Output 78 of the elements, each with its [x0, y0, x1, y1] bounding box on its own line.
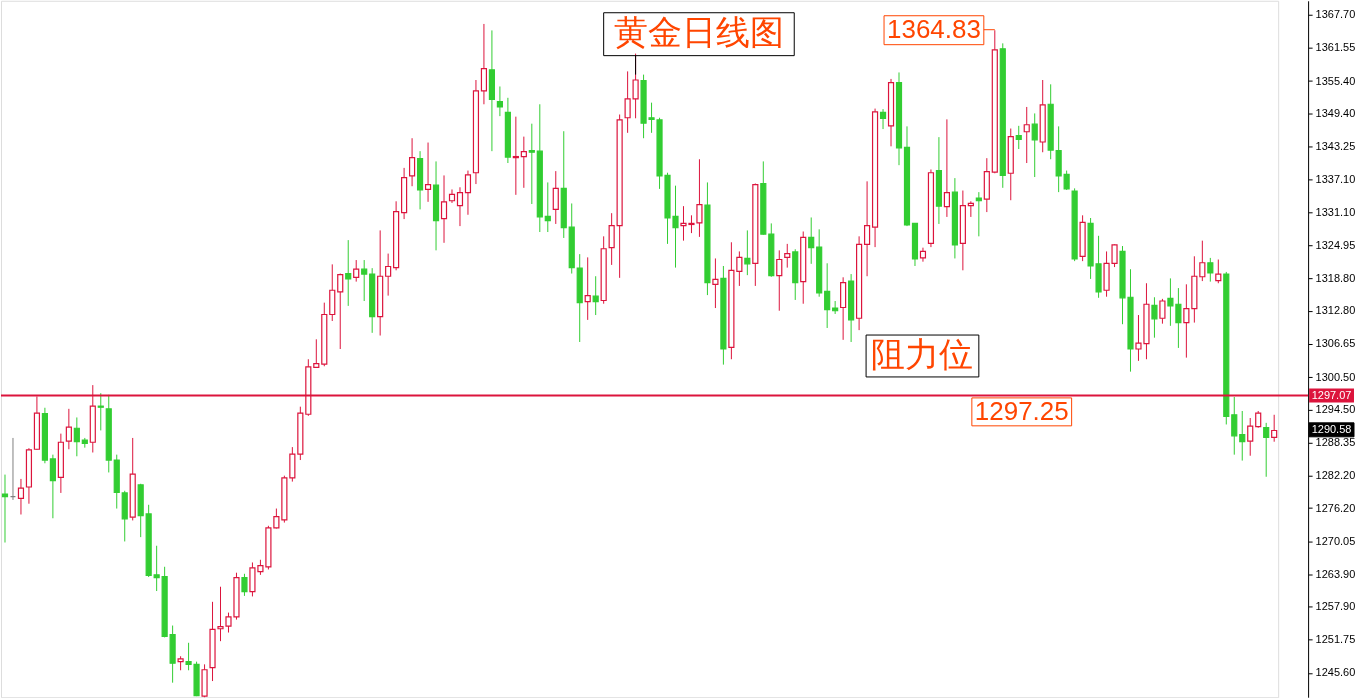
annotation: 1297.25	[974, 396, 1069, 425]
candlestick	[776, 249, 783, 312]
candlestick	[1263, 422, 1270, 478]
candlestick	[1247, 417, 1254, 457]
y-tick-label: 1367.70	[1315, 8, 1355, 21]
candlestick	[544, 181, 551, 233]
candlestick	[361, 259, 368, 302]
y-tick-label: 1294.50	[1315, 402, 1355, 415]
candlestick	[1231, 396, 1238, 456]
candlestick	[784, 243, 791, 269]
candlestick	[1151, 296, 1158, 339]
candlestick	[424, 142, 432, 203]
candlestick	[345, 239, 352, 307]
candlestick	[65, 408, 72, 450]
annotation: 1364.83	[887, 15, 981, 44]
candlestick	[943, 118, 950, 218]
candlestick	[552, 170, 559, 225]
candlestick	[520, 136, 527, 189]
candlestick	[808, 216, 815, 265]
candlestick	[1239, 410, 1246, 462]
annotation: 黄金日线图	[613, 13, 784, 53]
candlestick	[1159, 298, 1166, 325]
annotation: 阻力位	[871, 334, 974, 374]
y-tick-label: 1282.20	[1315, 469, 1355, 482]
y-tick-label: 1355.40	[1315, 74, 1355, 87]
y-tick-label: 1300.50	[1315, 370, 1355, 383]
candlestick	[241, 573, 248, 597]
y-tick-label: 1312.80	[1315, 304, 1355, 317]
candlestick	[744, 229, 751, 276]
y-tick-label: 1245.60	[1315, 666, 1355, 679]
candlestick	[512, 116, 519, 196]
candlestick	[1207, 257, 1214, 283]
candlestick	[1023, 106, 1030, 164]
candlestick	[73, 416, 80, 457]
y-tick-label: 1306.65	[1315, 337, 1355, 350]
candlestick	[592, 275, 599, 316]
y-tick-label: 1361.55	[1315, 41, 1355, 54]
candlestick	[480, 23, 488, 105]
y-tick-label: 1251.75	[1315, 633, 1355, 646]
y-tick-label: 1343.25	[1315, 140, 1355, 153]
candlestick	[17, 478, 25, 515]
y-tick-label: 1318.80	[1315, 271, 1355, 284]
candlestick	[408, 137, 416, 187]
candlestick	[824, 262, 831, 329]
candlestick	[456, 186, 464, 227]
y-tick-label: 1270.05	[1315, 534, 1355, 547]
candlestick	[584, 256, 591, 321]
y-tick-label: 1288.35	[1315, 436, 1355, 449]
candlestick	[313, 338, 320, 369]
y-tick-label: 1263.90	[1315, 567, 1355, 580]
candlestick	[863, 180, 871, 277]
candlestick	[967, 200, 974, 218]
candlestick	[712, 257, 719, 309]
candlestick	[1031, 112, 1038, 178]
candlestick	[353, 259, 360, 283]
candlestick	[337, 273, 344, 350]
candlestick	[440, 174, 448, 244]
y-tick-label: 1257.90	[1315, 600, 1355, 613]
y-tick-label: 1324.95	[1315, 238, 1355, 251]
y-tick-label: 1349.40	[1315, 106, 1355, 119]
candlestick	[448, 188, 456, 204]
y-tick-label: 1331.10	[1315, 205, 1355, 218]
candlestick	[385, 253, 392, 297]
candlestick	[975, 191, 982, 237]
text: 1290.58	[1311, 422, 1352, 435]
candlestick	[49, 454, 56, 519]
candlestick	[1215, 259, 1222, 284]
candlestick	[496, 85, 503, 117]
candlestick	[1015, 125, 1022, 150]
candlestick	[97, 392, 104, 431]
candlestick	[464, 170, 472, 216]
y-tick-label: 1337.10	[1315, 173, 1355, 186]
candlestick	[879, 108, 887, 130]
candlestick	[1, 474, 9, 544]
ref-line-label: 1297.07	[1311, 388, 1352, 401]
y-tick-label: 1276.20	[1315, 501, 1355, 514]
candlestick	[528, 123, 535, 205]
candlestick	[1271, 414, 1278, 443]
